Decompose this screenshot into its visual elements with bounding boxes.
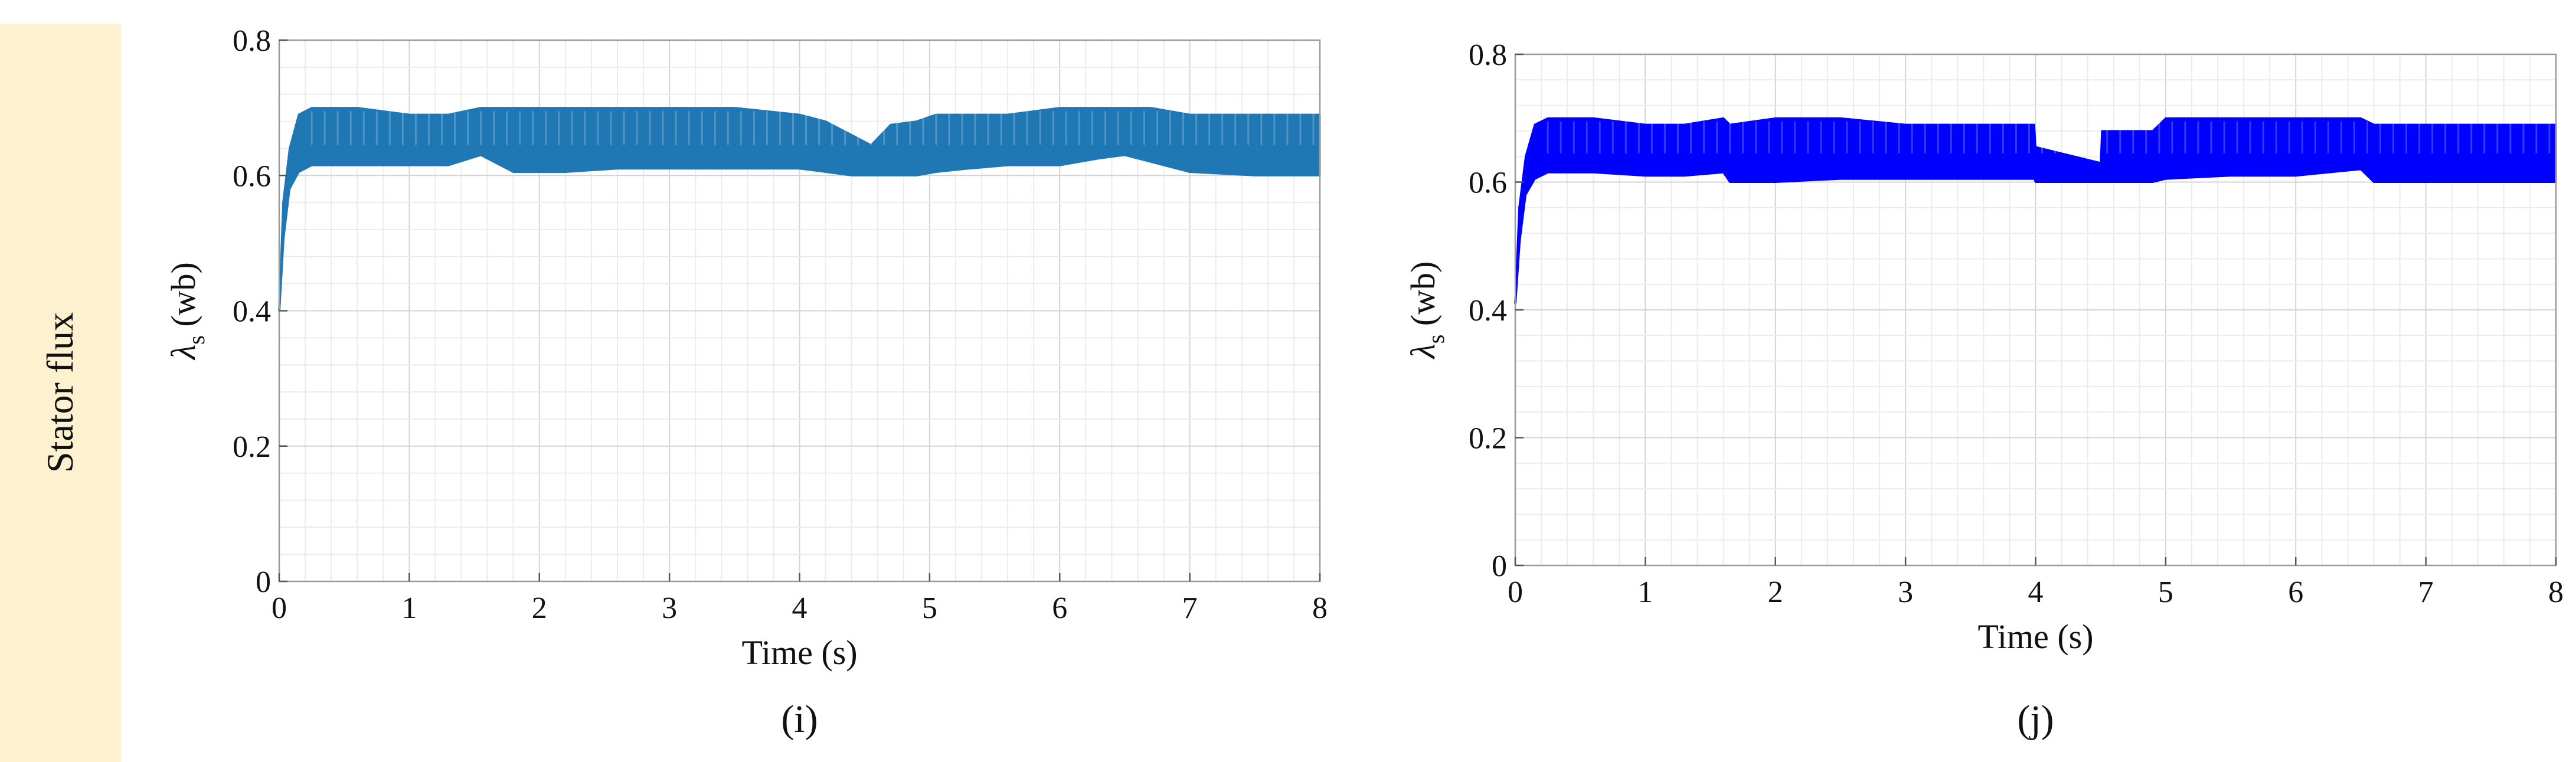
y-tick-label: 0 bbox=[1492, 550, 1507, 583]
x-tick-label: 5 bbox=[2158, 575, 2173, 609]
y-axis-label-subscript: s bbox=[183, 335, 210, 345]
x-tick-label: 2 bbox=[1768, 575, 1783, 609]
x-axis-label: Time (s) bbox=[741, 633, 857, 672]
x-tick-label: 5 bbox=[922, 591, 937, 625]
y-axis-label-unit: (wb) bbox=[1404, 261, 1442, 335]
x-tick-label: 6 bbox=[1052, 591, 1067, 625]
x-tick-label: 1 bbox=[401, 591, 417, 625]
y-tick-label: 0.8 bbox=[233, 24, 271, 58]
x-tick-label: 2 bbox=[532, 591, 547, 625]
x-tick-label: 4 bbox=[792, 591, 808, 625]
y-axis-label: λs (wb) bbox=[164, 262, 210, 361]
y-tick-label: 0.2 bbox=[1469, 422, 1507, 456]
y-axis-label-subscript: s bbox=[1423, 335, 1449, 344]
chart-1: 0 1 2 3 4 5 6 7 8 0 0.2 0.4 0.6 0.8 Time (s) λs (wb) (i) bbox=[164, 24, 1328, 741]
y-tick-label: 0.6 bbox=[233, 159, 271, 193]
x-axis-label: Time (s) bbox=[1977, 617, 2093, 656]
x-tick-label: 4 bbox=[2028, 575, 2044, 609]
y-tick-label: 0.6 bbox=[1469, 166, 1507, 200]
x-tick-label: 3 bbox=[1898, 575, 1913, 609]
x-tick-label: 6 bbox=[2288, 575, 2303, 609]
y-axis-label: λs (wb) bbox=[1404, 261, 1449, 360]
row-label-band: Stator flux bbox=[0, 24, 121, 762]
y-tick-label: 0.4 bbox=[1469, 294, 1507, 328]
x-tick-label: 8 bbox=[2548, 575, 2564, 609]
x-tick-label: 0 bbox=[1508, 575, 1523, 609]
x-tick-label: 8 bbox=[1312, 591, 1328, 625]
y-axis-label-symbol: λ bbox=[164, 345, 202, 361]
panel-label: (j) bbox=[2017, 698, 2054, 741]
flux-startup-line bbox=[278, 189, 289, 311]
y-tick-label: 0.4 bbox=[233, 295, 271, 329]
chart-2: 0 1 2 3 4 5 6 7 8 0 0.2 0.4 0.6 0.8 Time (s) λs (wb) (j) bbox=[1404, 38, 2564, 741]
y-tick-label: 0.2 bbox=[233, 430, 271, 464]
x-tick-label: 0 bbox=[272, 591, 287, 625]
x-tick-label: 3 bbox=[662, 591, 677, 625]
y-axis-label-unit: (wb) bbox=[164, 262, 202, 335]
y-tick-label: 0.8 bbox=[1469, 38, 1507, 72]
x-tick-label: 7 bbox=[2418, 575, 2434, 609]
flux-startup-line bbox=[1514, 194, 1525, 304]
y-axis-label-symbol: λ bbox=[1404, 344, 1442, 359]
x-tick-label: 7 bbox=[1182, 591, 1198, 625]
y-tick-label: 0 bbox=[256, 565, 271, 599]
x-tick-label: 1 bbox=[1637, 575, 1653, 609]
panel-label: (i) bbox=[781, 698, 818, 741]
